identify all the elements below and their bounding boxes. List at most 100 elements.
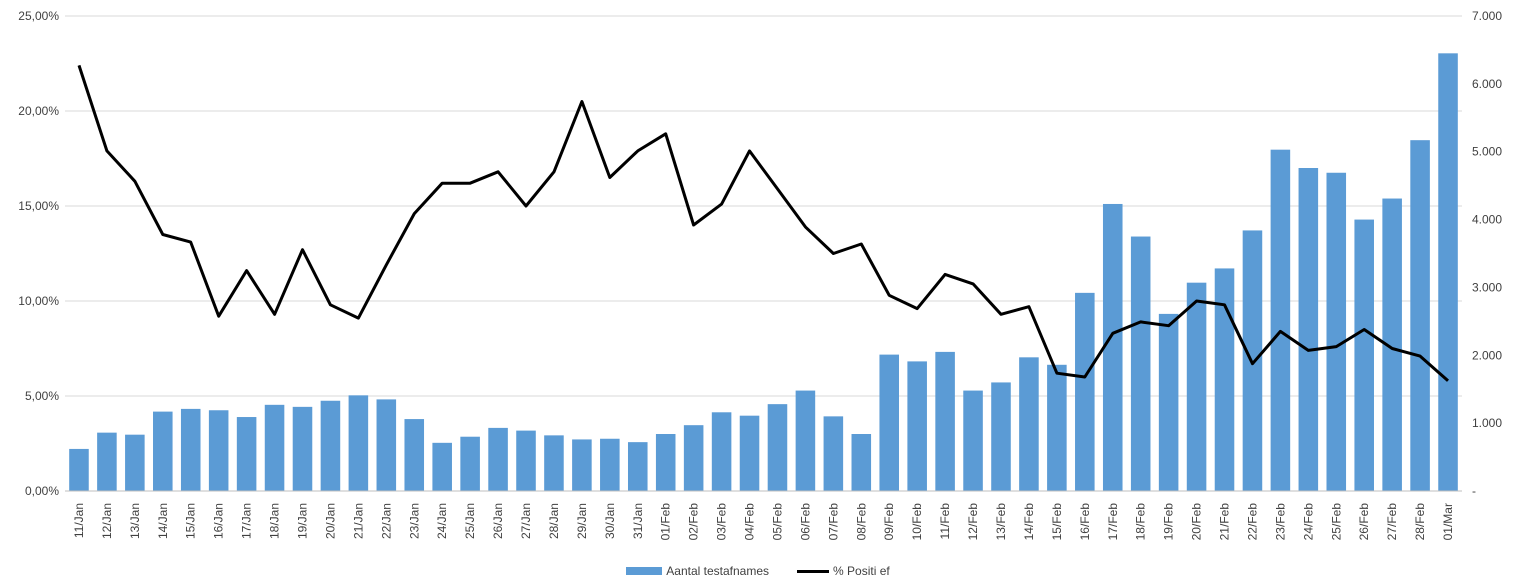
x-tick-label: 17/Feb [1106, 503, 1120, 541]
line-path [77, 64, 1449, 382]
bar [320, 400, 341, 491]
left-tick-label: 25,00% [18, 9, 59, 23]
bar [823, 416, 844, 491]
right-tick-label: 1.000 [1472, 416, 1502, 430]
x-tick-label: 11/Feb [938, 503, 952, 540]
line-series [77, 64, 1449, 382]
bar [1102, 203, 1123, 491]
bar [376, 399, 397, 491]
x-tick-label: 13/Jan [128, 503, 142, 539]
bar [935, 351, 955, 491]
right-tick-label: 5.000 [1472, 145, 1502, 159]
x-tick-label: 25/Jan [463, 503, 477, 539]
legend-bar-swatch [626, 567, 663, 575]
bar [655, 434, 676, 491]
left-tick-label: 10,00% [18, 294, 59, 308]
bar [1019, 357, 1039, 491]
bar [1214, 268, 1235, 491]
bar [1410, 140, 1430, 491]
x-tick-label: 06/Feb [798, 503, 812, 541]
x-tick-label: 12/Feb [966, 503, 980, 541]
bar [572, 439, 592, 491]
x-tick-label: 20/Feb [1190, 503, 1204, 541]
bar [516, 430, 536, 491]
left-tick-label: 0,00% [25, 484, 59, 498]
bar [795, 390, 816, 491]
x-tick-label: 12/Jan [100, 503, 114, 539]
x-tick-label: 25/Feb [1329, 503, 1343, 541]
x-tick-label: 31/Jan [631, 503, 645, 539]
x-tick-label: 07/Feb [826, 503, 840, 541]
x-tick-label: 28/Jan [547, 503, 561, 539]
x-tick-label: 16/Feb [1078, 503, 1092, 541]
right-tick-label: 4.000 [1472, 213, 1502, 227]
legend-line-label: % Positi ef [833, 564, 890, 578]
bar [711, 412, 732, 491]
x-tick-label: 14/Feb [1022, 503, 1036, 541]
x-tick-label: 11/Jan [72, 503, 86, 538]
bar [1158, 313, 1179, 491]
x-tick-label: 18/Jan [268, 503, 282, 539]
bar [1298, 168, 1319, 491]
bar [1130, 236, 1151, 491]
x-tick-label: 23/Feb [1273, 503, 1287, 541]
x-tick-label: 16/Jan [212, 503, 226, 539]
x-tick-label: 21/Feb [1218, 503, 1232, 541]
x-tick-label: 05/Feb [770, 503, 784, 541]
bar [991, 382, 1011, 491]
bar [292, 406, 313, 491]
x-tick-label: 15/Jan [184, 503, 198, 539]
x-tick-label: 26/Jan [491, 503, 505, 539]
left-tick-label: 15,00% [18, 199, 59, 213]
right-tick-label: 2.000 [1472, 348, 1502, 362]
bar [907, 361, 927, 491]
bar [879, 354, 900, 491]
bar [125, 434, 145, 491]
x-tick-label: 21/Jan [351, 503, 365, 539]
bar [544, 435, 564, 491]
legend-line-swatch [797, 569, 830, 573]
x-tick-label: 09/Feb [882, 503, 896, 541]
bar [1382, 198, 1402, 492]
bar [1075, 292, 1095, 491]
left-y-axis: 0,00% 5,00% 10,00% 15,00% 20,00% 25,00% [18, 9, 59, 498]
x-tick-label: 23/Jan [407, 503, 421, 539]
bar [404, 419, 425, 491]
x-tick-label: 02/Feb [687, 503, 701, 541]
x-tick-label: 28/Feb [1413, 503, 1427, 541]
bar [264, 404, 285, 491]
bar [208, 410, 229, 491]
x-tick-label: 14/Jan [156, 503, 170, 539]
legend-bar-label: Aantal testafnames [666, 564, 770, 578]
bar [69, 448, 89, 491]
bar [488, 427, 508, 491]
bar [348, 395, 369, 491]
x-tick-label: 22/Jan [379, 503, 393, 539]
bar [627, 442, 648, 491]
bar [460, 436, 480, 491]
x-tick-label: 08/Feb [854, 503, 868, 541]
x-tick-label: 15/Feb [1050, 503, 1064, 541]
bar [767, 404, 788, 491]
x-tick-label: 26/Feb [1357, 503, 1371, 541]
x-tick-label: 01/Feb [659, 503, 673, 541]
bar-series [69, 53, 1458, 492]
bar [683, 425, 704, 491]
x-tick-label: 27/Jan [519, 503, 533, 539]
bar [1438, 53, 1458, 491]
legend-item-bars: Aantal testafnames [626, 564, 769, 578]
left-tick-label: 5,00% [25, 389, 59, 403]
right-tick-label: - [1472, 484, 1476, 498]
x-tick-label: 13/Feb [994, 503, 1008, 541]
bar [153, 411, 173, 491]
bar [236, 417, 257, 491]
bar [1326, 172, 1347, 491]
x-tick-label: 24/Jan [435, 503, 449, 539]
x-tick-label: 29/Jan [575, 503, 589, 539]
bar [1047, 364, 1067, 491]
left-tick-label: 20,00% [18, 104, 59, 118]
bar [600, 438, 620, 491]
x-axis: 11/Jan 12/Jan 13/Jan 14/Jan 15/Jan 16/Jan 17/J… [65, 490, 1462, 541]
bar [851, 434, 872, 491]
bar [432, 442, 452, 491]
